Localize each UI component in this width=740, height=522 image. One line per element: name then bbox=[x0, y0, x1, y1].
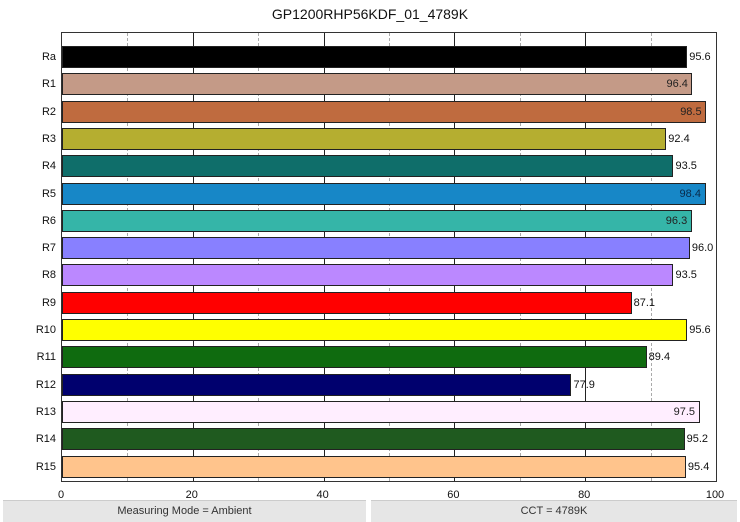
bar-r15 bbox=[62, 455, 686, 478]
value-label: 98.4 bbox=[679, 187, 701, 200]
value-label: 87.1 bbox=[633, 296, 656, 309]
value-label: 95.2 bbox=[686, 433, 709, 446]
value-label: 96.4 bbox=[666, 78, 688, 91]
value-label: 93.5 bbox=[675, 160, 697, 173]
bar-r5 bbox=[62, 182, 706, 205]
x-tick-label: 20 bbox=[185, 489, 198, 501]
value-label: 97.5 bbox=[673, 405, 696, 418]
category-label: R15 bbox=[35, 460, 56, 473]
bar-r14 bbox=[62, 428, 685, 451]
value-label: 98.5 bbox=[680, 105, 702, 118]
measuring-mode-panel: Measuring Mode = Ambient bbox=[3, 500, 366, 522]
value-label: 77.9 bbox=[573, 378, 595, 391]
x-tick-label: 0 bbox=[57, 489, 65, 501]
bar-r7 bbox=[62, 237, 690, 260]
bar-r2 bbox=[62, 100, 707, 123]
category-label: R4 bbox=[41, 160, 56, 173]
category-label: R10 bbox=[35, 324, 56, 336]
bar-r13 bbox=[62, 400, 700, 423]
value-label: 92.4 bbox=[668, 132, 690, 145]
category-label: R1 bbox=[41, 78, 56, 91]
bar-r11 bbox=[62, 346, 647, 369]
value-label: 95.6 bbox=[689, 324, 711, 336]
value-label: 96.0 bbox=[691, 242, 714, 255]
category-label: R6 bbox=[41, 214, 56, 227]
category-label: R7 bbox=[41, 242, 56, 255]
category-label: R14 bbox=[35, 433, 56, 446]
cct-panel: CCT = 4789K bbox=[371, 500, 737, 522]
bar-r1 bbox=[62, 73, 693, 96]
bar-r8 bbox=[62, 264, 674, 287]
measuring-mode-label: Measuring Mode = Ambient bbox=[117, 505, 252, 517]
x-tick-label: 100 bbox=[705, 489, 725, 501]
category-label: R5 bbox=[41, 187, 56, 200]
category-label: Ra bbox=[41, 51, 56, 63]
x-tick-label: 40 bbox=[316, 489, 329, 501]
bar-r4 bbox=[62, 155, 674, 178]
category-label: R9 bbox=[41, 296, 56, 309]
bar-r9 bbox=[62, 291, 632, 314]
value-label: 95.6 bbox=[689, 51, 711, 63]
value-label: 93.5 bbox=[675, 269, 697, 282]
chart-title: GP1200RHP56KDF_01_4789K bbox=[271, 6, 469, 22]
bar-r3 bbox=[62, 127, 667, 150]
category-label: R2 bbox=[41, 105, 56, 118]
bar-r12 bbox=[62, 373, 572, 396]
category-label: R13 bbox=[35, 405, 56, 418]
category-label: R8 bbox=[41, 269, 56, 282]
value-label: 89.4 bbox=[648, 351, 671, 364]
category-label: R11 bbox=[36, 351, 56, 364]
value-label: 96.3 bbox=[665, 214, 688, 227]
plot-area: 95.6 96.4 98.5 92.4 93.5 98.4 96.3 96.0 93.5 87.1… bbox=[61, 32, 717, 482]
value-label: 95.4 bbox=[687, 460, 710, 473]
cct-label: CCT = 4789K bbox=[520, 505, 588, 517]
category-label: R12 bbox=[35, 378, 56, 391]
category-label: R3 bbox=[41, 132, 56, 145]
x-tick-label: 60 bbox=[447, 489, 460, 501]
bar-r10 bbox=[62, 319, 688, 341]
bar-r6 bbox=[62, 209, 692, 232]
x-tick-label: 80 bbox=[578, 489, 591, 501]
bar-ra bbox=[62, 46, 688, 68]
